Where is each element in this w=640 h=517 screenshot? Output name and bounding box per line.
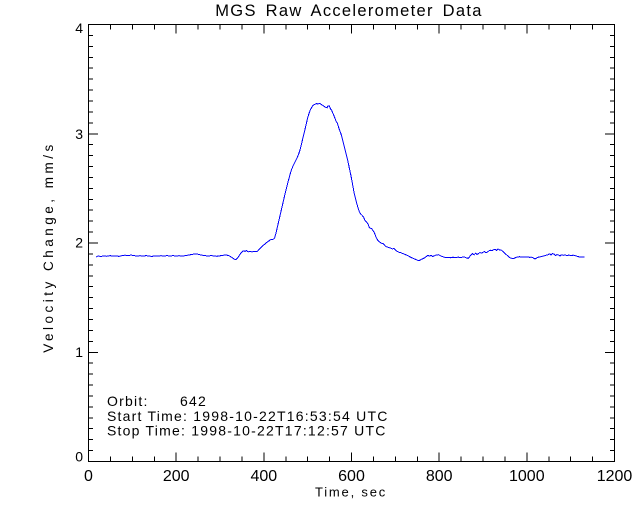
svg-text:800: 800 xyxy=(426,468,453,485)
svg-text:400: 400 xyxy=(250,468,277,485)
svg-text:Start Time: 1998-10-22T16:53:5: Start Time: 1998-10-22T16:53:54 UTC xyxy=(107,408,389,424)
svg-text:642: 642 xyxy=(180,393,207,409)
svg-text:3: 3 xyxy=(75,126,83,142)
svg-text:Orbit:: Orbit: xyxy=(107,393,149,409)
svg-text:Time, sec: Time, sec xyxy=(315,485,387,500)
svg-text:1000: 1000 xyxy=(509,468,545,485)
svg-text:200: 200 xyxy=(163,468,190,485)
svg-text:Stop Time: 1998-10-22T17:12:57: Stop Time: 1998-10-22T17:12:57 UTC xyxy=(107,423,387,439)
svg-text:0: 0 xyxy=(84,468,93,485)
svg-text:1200: 1200 xyxy=(597,468,633,485)
svg-text:2: 2 xyxy=(75,235,83,251)
svg-text:600: 600 xyxy=(338,468,365,485)
svg-text:4: 4 xyxy=(75,20,83,36)
svg-text:MGS Raw Accelerometer Data: MGS Raw Accelerometer Data xyxy=(215,2,482,20)
svg-text:0: 0 xyxy=(75,449,83,465)
svg-text:Velocity Change, mm/s: Velocity Change, mm/s xyxy=(41,141,56,353)
svg-text:1: 1 xyxy=(75,344,83,360)
